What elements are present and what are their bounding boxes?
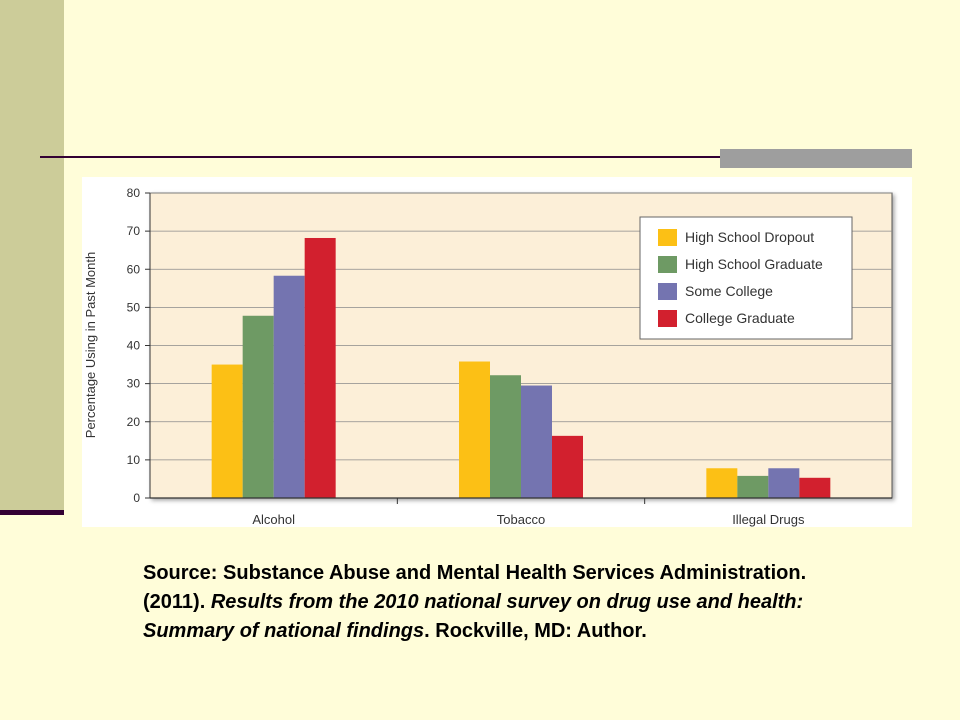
bar: [211, 364, 243, 498]
bar: [273, 275, 305, 498]
x-tick-label: Tobacco: [497, 512, 545, 527]
y-axis-label: Percentage Using in Past Month: [83, 252, 98, 438]
legend-label: Some College: [685, 283, 773, 299]
legend-swatch: [658, 229, 677, 246]
y-tick-label: 10: [127, 453, 141, 467]
x-tick-label: Alcohol: [252, 512, 295, 527]
bar: [768, 468, 800, 498]
source-caption: Source: Substance Abuse and Mental Healt…: [143, 559, 863, 646]
header-accent-block: [720, 149, 912, 168]
y-tick-label: 70: [127, 224, 141, 238]
bar: [521, 385, 552, 498]
y-tick-label: 30: [127, 377, 141, 391]
legend-label: High School Dropout: [685, 229, 814, 245]
bar-chart: 0 10 20 30 40 50 60 70 80 Alcohol Tobacco Illegal D…: [83, 186, 893, 527]
sidebar-accent: [0, 0, 64, 512]
y-tick-label: 40: [127, 339, 141, 353]
legend-label: College Graduate: [685, 310, 795, 326]
chart-container: 0 10 20 30 40 50 60 70 80 Alcohol Tobacco Illegal D…: [82, 177, 912, 527]
y-tick-label: 60: [127, 262, 141, 276]
x-tick-label: Illegal Drugs: [732, 512, 805, 527]
bar: [242, 315, 274, 498]
legend-label: High School Graduate: [685, 256, 823, 272]
legend-swatch: [658, 283, 677, 300]
legend-swatch: [658, 310, 677, 327]
legend-swatch: [658, 256, 677, 273]
header-rule: [40, 156, 912, 158]
bar: [459, 361, 490, 498]
bar: [490, 375, 521, 498]
bar: [799, 477, 831, 498]
y-tick-label: 0: [133, 491, 140, 505]
bar: [552, 435, 583, 498]
caption-text: Source: Substance Abuse and Mental Healt…: [143, 562, 807, 613]
y-tick-label: 50: [127, 300, 141, 314]
caption-text-end: . Rockville, MD: Author.: [424, 620, 647, 642]
bar: [737, 475, 769, 498]
sidebar-rule: [0, 510, 64, 515]
bar: [304, 237, 336, 499]
y-tick-label: 80: [127, 186, 141, 200]
bar: [706, 468, 738, 498]
caption-title: Results from the 2010 national survey on…: [143, 591, 804, 642]
y-tick-label: 20: [127, 415, 141, 429]
